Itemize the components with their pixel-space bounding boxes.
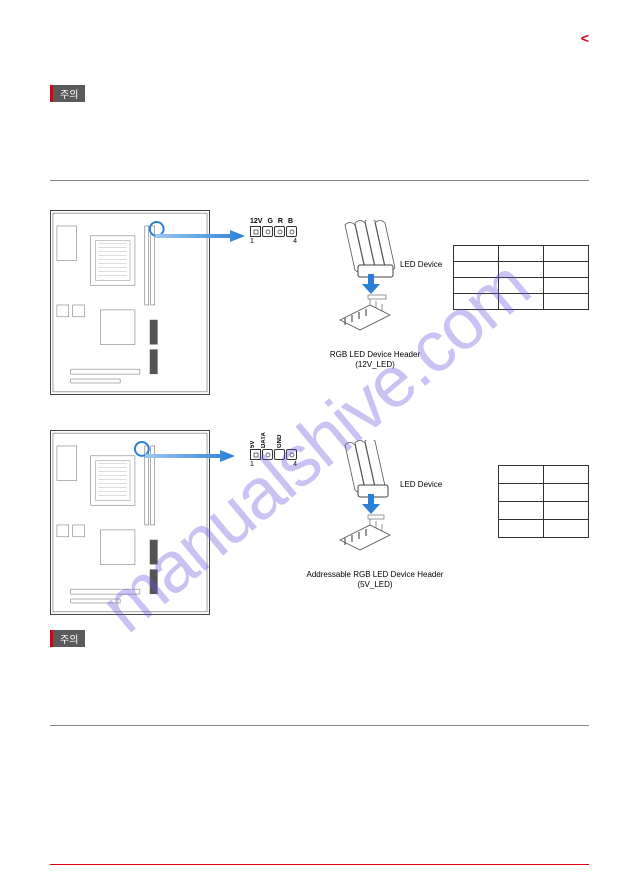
rgb-5v-section: 5V DATA GND 1 4 LED Device [50, 430, 589, 640]
warning-badge: 주의 [50, 85, 85, 102]
pin-label: R [278, 218, 283, 225]
pin-table-5v [498, 465, 589, 538]
pin-label: 12V [250, 218, 262, 225]
pin-label: 5V [250, 430, 256, 448]
pin [274, 226, 285, 237]
pin-table-12v [453, 245, 589, 310]
header-connector-illustration [330, 510, 400, 560]
footer-accent-line [50, 864, 589, 865]
caption-line: (12V_LED) [295, 360, 455, 370]
led-device-label: LED Device [400, 260, 442, 269]
pin-label: G [267, 218, 272, 225]
pin [262, 226, 273, 237]
pin-num: 4 [293, 238, 297, 245]
warning-section-1: 주의 [50, 85, 589, 103]
caption-line: Addressable RGB LED Device Header [295, 570, 455, 580]
pin [274, 449, 285, 460]
pinout-5v: 5V DATA GND 1 4 [250, 430, 297, 468]
header-connector-illustration [330, 290, 400, 340]
pin [286, 449, 297, 460]
led-device-label: LED Device [400, 480, 442, 489]
led-cable-illustration [330, 440, 420, 500]
pin-num: 1 [250, 461, 254, 468]
pinout-12v: 12V G R B 1 4 [250, 218, 297, 245]
pin [262, 449, 273, 460]
led-cable-illustration [330, 220, 420, 280]
pin [250, 449, 261, 460]
pin [250, 226, 261, 237]
header-caption: Addressable RGB LED Device Header (5V_LE… [295, 570, 455, 591]
pin-num: 4 [293, 461, 297, 468]
warning-badge: 주의 [50, 630, 85, 647]
pointer-arrow [155, 230, 245, 242]
pin-label: GND [277, 430, 283, 448]
warning-section-2: 주의 [50, 630, 589, 648]
rgb-12v-section: 12V G R B 1 4 LED Device [50, 210, 589, 425]
divider [50, 725, 589, 726]
pin-num: 1 [250, 238, 254, 245]
header-caption: RGB LED Device Header (12V_LED) [295, 350, 455, 371]
pin-label: B [288, 218, 293, 225]
page-nav-chevron[interactable]: < [581, 30, 589, 46]
caption-line: RGB LED Device Header [295, 350, 455, 360]
pin [286, 226, 297, 237]
divider [50, 180, 589, 181]
caption-line: (5V_LED) [295, 580, 455, 590]
pointer-arrow [145, 450, 235, 462]
pin-label: DATA [261, 430, 267, 448]
